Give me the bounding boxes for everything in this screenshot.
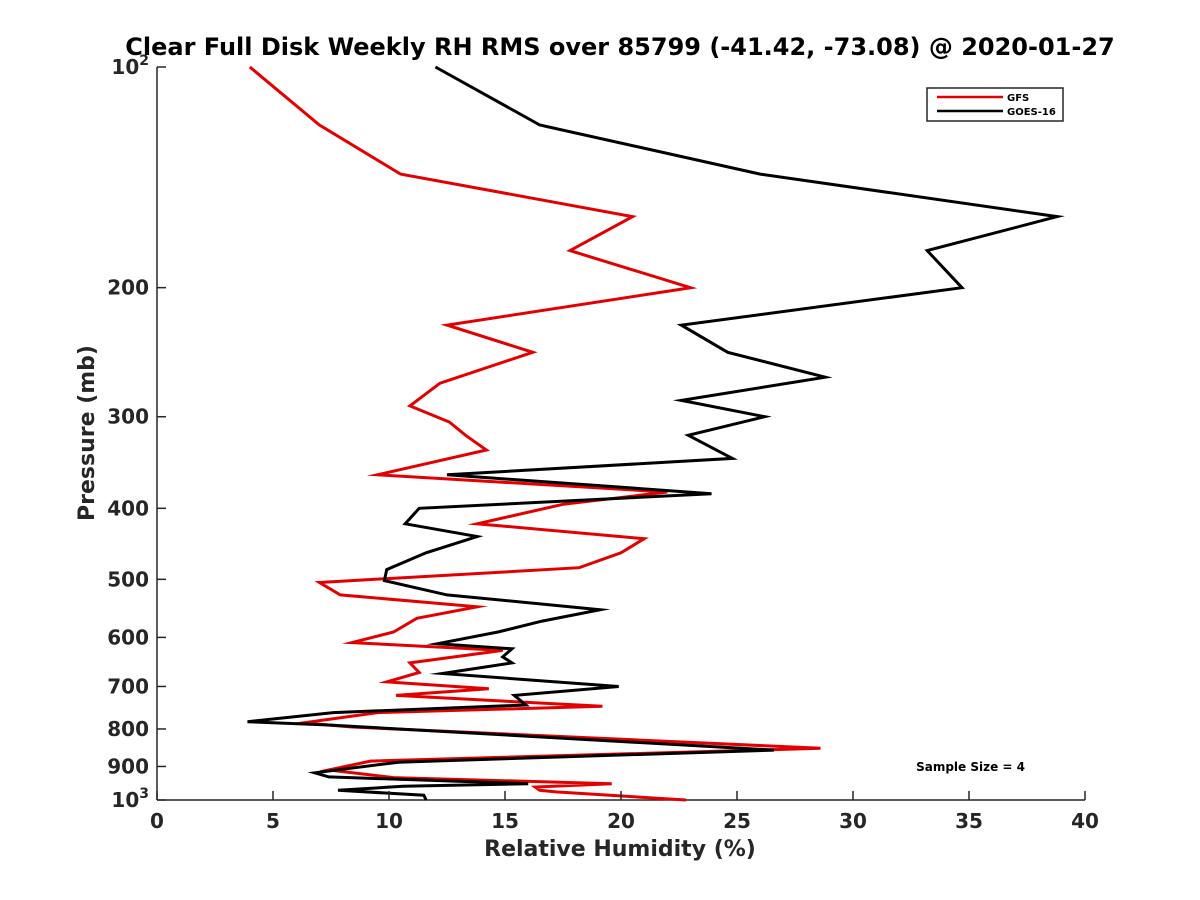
x-tick-label: 30 (839, 809, 867, 833)
plot-area (156, 65, 1085, 802)
y-tick-label: 600 (107, 625, 149, 649)
y-tick-label: 500 (107, 567, 149, 591)
y-tick-label: 300 (107, 405, 149, 429)
x-tick-label: 10 (375, 809, 403, 833)
legend: GFS GOES-16 (926, 87, 1064, 122)
legend-label-gfs: GFS (1007, 93, 1029, 104)
y-tick-label: 700 (107, 674, 149, 698)
x-tick-label: 15 (491, 809, 519, 833)
y-tick-label: 900 (107, 754, 149, 778)
y-tick-label: 400 (107, 496, 149, 520)
x-axis-label: Relative Humidity (%) (484, 837, 756, 862)
x-tick-label: 35 (955, 809, 983, 833)
x-tick-label: 40 (1071, 809, 1099, 833)
x-tick-label: 5 (266, 809, 280, 833)
chart-title: Clear Full Disk Weekly RH RMS over 85799… (125, 33, 1114, 61)
y-axis-ticks: 102 200 300 400 500 600 700 800 900 103 (107, 53, 166, 812)
y-tick-label: 200 (107, 276, 149, 300)
series-line-gfs (248, 65, 821, 802)
x-tick-label: 0 (150, 809, 164, 833)
x-tick-label: 20 (607, 809, 635, 833)
x-axis-ticks: 0 5 10 15 20 25 30 35 40 (150, 791, 1099, 833)
series-line-goes16 (247, 65, 1065, 801)
y-tick-label: 103 (111, 786, 149, 812)
y-tick-label: 102 (111, 53, 149, 79)
legend-box (926, 87, 1064, 122)
legend-label-goes16: GOES-16 (1007, 107, 1056, 118)
x-tick-label: 25 (723, 809, 751, 833)
sample-size-annotation: Sample Size = 4 (916, 760, 1025, 774)
y-axis-label: Pressure (mb) (75, 345, 100, 521)
y-tick-label: 800 (107, 717, 149, 741)
